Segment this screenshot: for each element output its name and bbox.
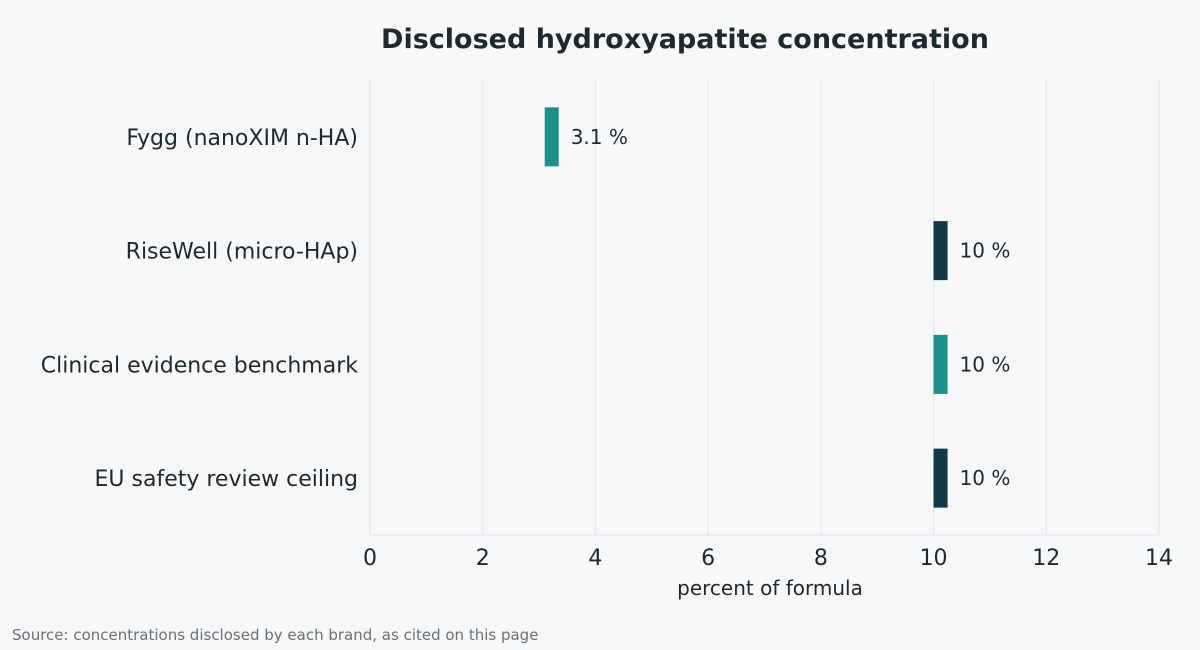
bar-value-label: 10 % xyxy=(960,239,1011,263)
x-tick-label: 4 xyxy=(588,546,602,571)
bar xyxy=(933,221,948,281)
x-tick-label: 2 xyxy=(476,546,490,571)
bar xyxy=(544,107,559,167)
x-tick-label: 10 xyxy=(920,546,948,571)
category-label: EU safety review ceiling xyxy=(95,467,358,492)
x-tick-label: 14 xyxy=(1145,546,1173,571)
grid-lines xyxy=(369,80,1160,536)
bar-value-label: 10 % xyxy=(960,466,1011,490)
bar xyxy=(933,334,948,394)
chart-title: Disclosed hydroxyapatite concentration xyxy=(381,24,989,55)
category-label: RiseWell (micro-HAp) xyxy=(126,240,358,265)
bars: 3.1 % 10 % 10 % 10 % xyxy=(544,107,1011,508)
category-label: Fygg (nanoXIM n-HA) xyxy=(126,126,358,151)
x-tick-label: 8 xyxy=(814,546,828,571)
bar xyxy=(933,448,948,508)
bar-value-label: 10 % xyxy=(960,352,1011,376)
category-labels: Fygg (nanoXIM n-HA) RiseWell (micro-HAp) C… xyxy=(41,126,358,492)
bar-value-label: 3.1 % xyxy=(571,125,628,149)
x-axis-label: percent of formula xyxy=(677,576,863,600)
x-tick-label: 0 xyxy=(363,546,377,571)
x-tick-label: 6 xyxy=(701,546,715,571)
x-axis-ticks: 0 2 4 6 8 10 12 14 xyxy=(363,546,1173,571)
category-label: Clinical evidence benchmark xyxy=(41,353,358,378)
x-tick-label: 12 xyxy=(1032,546,1060,571)
source-note: Source: concentrations disclosed by each… xyxy=(12,626,539,644)
